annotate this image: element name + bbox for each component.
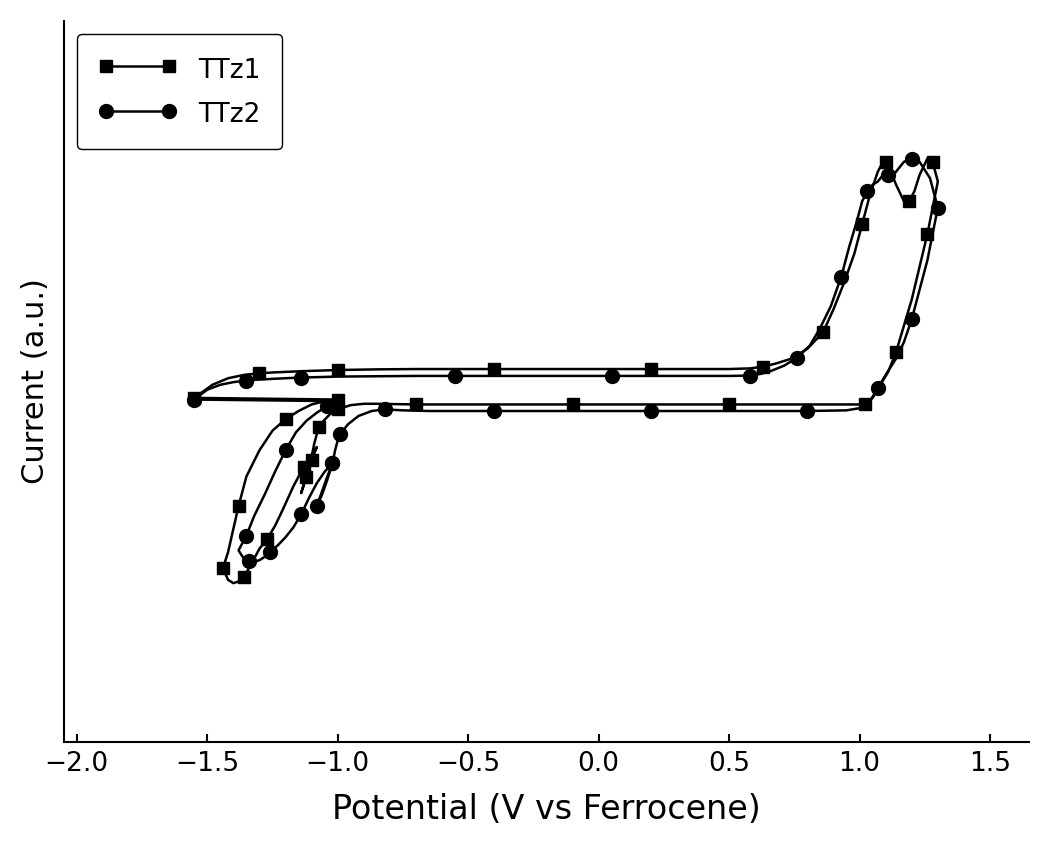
TTz2	[803, 340, 816, 351]
Legend: TTz1, TTz2: TTz1, TTz2	[77, 34, 281, 149]
Line: TTz1: TTz1	[188, 152, 944, 590]
TTz2	[321, 401, 334, 411]
TTz2	[872, 383, 884, 393]
TTz2	[188, 395, 201, 405]
TTz2	[835, 272, 847, 282]
TTz2	[905, 153, 918, 163]
TTz1	[227, 578, 239, 588]
X-axis label: Potential (V vs Ferrocene): Potential (V vs Ferrocene)	[332, 793, 761, 826]
TTz1	[866, 393, 879, 403]
TTz1	[921, 153, 933, 163]
TTz1	[801, 400, 814, 410]
TTz1	[188, 393, 201, 403]
TTz1	[295, 488, 308, 498]
TTz2	[448, 406, 461, 416]
TTz1	[332, 395, 344, 405]
TTz1	[188, 393, 201, 403]
TTz1	[879, 157, 891, 167]
TTz2	[248, 556, 260, 567]
TTz1	[279, 414, 292, 424]
Y-axis label: Current (a.u.): Current (a.u.)	[21, 279, 49, 484]
TTz2	[924, 173, 937, 183]
Line: TTz2: TTz2	[187, 152, 945, 569]
TTz2	[188, 395, 201, 405]
